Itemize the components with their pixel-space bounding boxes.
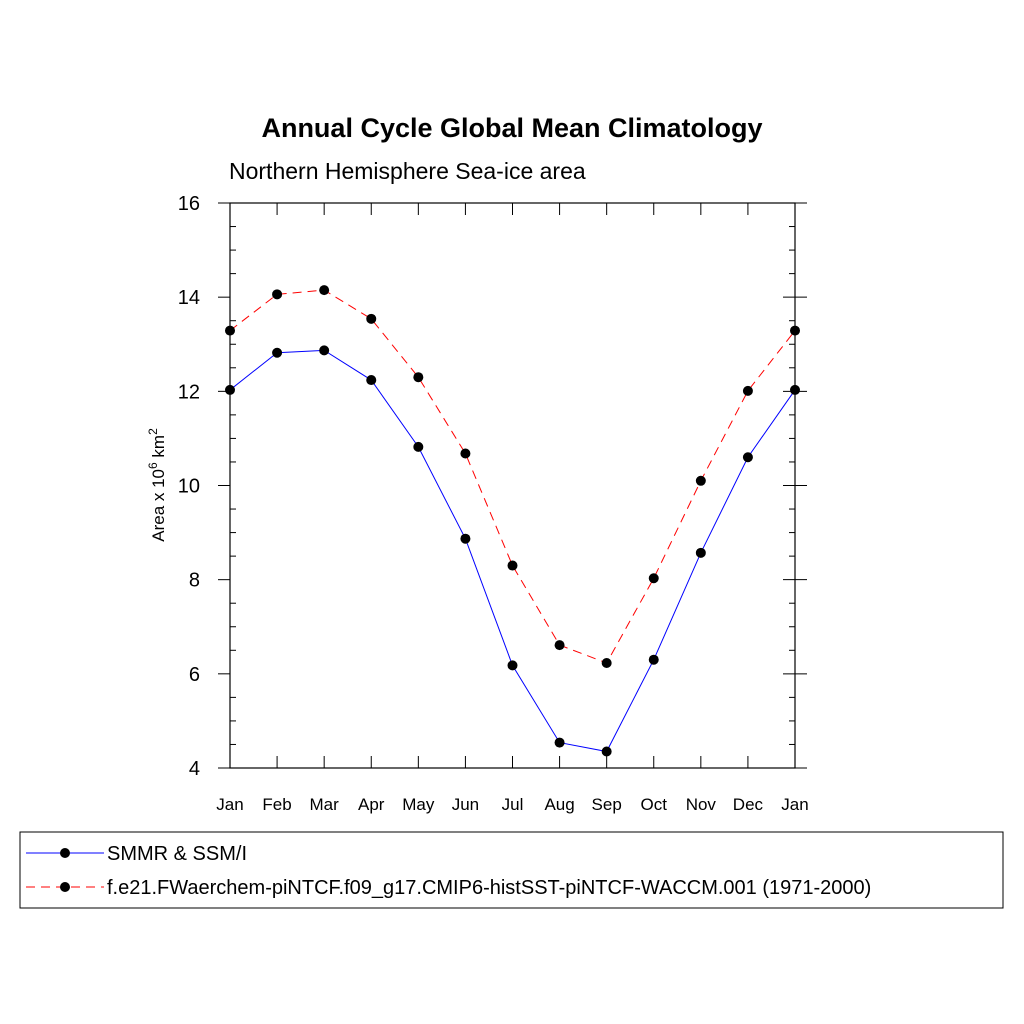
legend: SMMR & SSM/I f.e21.FWaerchem-piNTCF.f09_… [19,831,1004,909]
x-tick-label: Jun [452,795,479,814]
data-point-series-2 [742,385,753,396]
y-tick-label: 12 [178,381,200,403]
x-tick-label: May [402,795,435,814]
data-point-series-1 [319,345,330,356]
x-tick-label: Aug [544,795,574,814]
data-point-series-2 [648,573,659,584]
legend-label-series-2: f.e21.FWaerchem-piNTCF.f09_g17.CMIP6-his… [107,877,871,899]
data-point-series-1 [601,746,612,757]
data-point-series-2 [225,325,235,336]
data-point-series-1 [790,384,800,395]
x-tick-label: Oct [641,795,668,814]
x-tick-label: Sep [592,795,622,814]
y-tick-label: 6 [189,664,200,686]
data-point-series-2 [413,372,424,383]
data-point-series-1 [366,375,377,386]
data-point-series-1 [507,660,518,671]
y-tick-label: 4 [189,758,200,780]
data-point-series-2 [366,313,377,324]
data-point-series-1 [742,452,753,463]
legend-label-series-1: SMMR & SSM/I [107,843,247,865]
data-point-series-1 [225,384,235,395]
data-point-series-2 [554,640,565,651]
x-tick-label: Apr [358,795,385,814]
y-tick-label: 16 [178,193,200,215]
data-point-series-1 [460,533,471,544]
y-axis-label-exponent: 6 [146,462,160,469]
y-axis-label-prefix: Area x 10 [149,469,168,542]
x-tick-label: Nov [686,795,717,814]
legend-box [19,831,1004,909]
data-point-series-1 [648,654,659,665]
data-point-series-2 [272,289,283,300]
x-tick-label: Jul [502,795,524,814]
data-point-series-2 [695,475,706,486]
x-tick-label: Dec [733,795,764,814]
x-tick-label: Feb [262,795,291,814]
y-axis-label-unit: km [149,435,168,462]
y-tick-label: 8 [189,570,200,592]
chart-subtitle: Northern Hemisphere Sea-ice area [229,158,586,184]
series [225,285,800,757]
data-point-series-2 [790,325,800,336]
y-tick-label: 14 [178,287,200,309]
data-point-series-2 [507,560,518,571]
data-point-series-2 [601,658,612,669]
axes [229,202,796,769]
plot-frame [229,202,796,769]
x-tick-label: Jan [781,795,808,814]
y-axis-label-unit-exponent: 2 [146,428,160,435]
data-point-series-1 [413,441,424,452]
series-line-2 [229,289,796,664]
legend-marker-series-2 [60,882,70,892]
series-line-1 [229,349,796,753]
x-tick-label: Mar [310,795,340,814]
legend-marker-series-1 [60,848,70,858]
y-axis-label: Area x 106 km2 [146,428,168,542]
data-point-series-1 [554,737,565,748]
y-tick-label: 10 [178,476,200,498]
data-point-series-2 [319,285,330,296]
data-point-series-1 [272,347,283,358]
ticks: Jan Feb Mar Apr May Jun Jul Aug Sep Oct Nov Dec Jan 4… [178,193,809,814]
data-point-series-1 [695,547,706,558]
chart-title: Annual Cycle Global Mean Climatology [261,113,762,143]
x-tick-label: Jan [216,795,243,814]
data-point-series-2 [460,448,471,459]
